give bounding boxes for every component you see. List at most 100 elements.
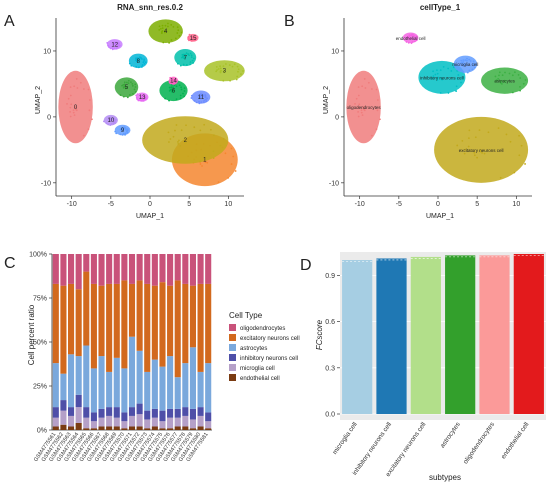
- stacked-bar-segment: [205, 283, 212, 364]
- stacked-bar-segment: [174, 280, 181, 378]
- legend-label: inhibitory neurons cell: [240, 356, 298, 362]
- stacked-bar-segment: [113, 407, 120, 418]
- umap-a-cell-point: [199, 129, 202, 132]
- umap-b-cell-point: [357, 94, 360, 97]
- umap-a-cell-point: [121, 133, 124, 136]
- umap-b-cell-point: [478, 129, 481, 132]
- umap-a-cell-point: [180, 31, 183, 34]
- umap-b-cell-point: [436, 79, 439, 81]
- umap-b-cell-point: [524, 79, 527, 81]
- legend-label: excitatory neurons cell: [240, 336, 300, 342]
- umap-b-cell-point: [375, 88, 378, 91]
- stacked-bar-segment: [159, 410, 166, 422]
- stacked-bar-segment: [197, 407, 204, 416]
- umap-a-cell-point: [204, 96, 207, 99]
- umap-a-cell-point: [193, 99, 196, 102]
- umap-a-cell-point: [175, 85, 178, 88]
- umap-a-cell-point: [134, 86, 137, 88]
- umap-a-cell-point: [183, 95, 186, 98]
- stacked-bar-segment: [136, 254, 143, 281]
- stacked-bar-segment: [60, 254, 67, 286]
- stacked-bar-segment: [121, 368, 128, 413]
- bar-panel-d: FCscore subtypes 0.0 0.3 0.6 0.9 microglia c…: [315, 252, 546, 482]
- umap-a-cell-point: [181, 53, 184, 56]
- umap-a-cell-point: [79, 81, 82, 84]
- stacked-bar-segment: [75, 356, 82, 395]
- stacked-bar-segment: [167, 428, 174, 430]
- panel-letter-c: C: [4, 255, 16, 272]
- umap-a-cell-point: [183, 87, 186, 90]
- umap-b-cell-point: [508, 72, 511, 75]
- stacked-bar-segment: [167, 254, 174, 286]
- stacked-bar-segment: [83, 428, 90, 430]
- stacked-bar-segment: [205, 363, 212, 413]
- stacked-bar-segment: [121, 428, 128, 430]
- stacked-bar-segment: [144, 419, 151, 429]
- umap-b-cell-point: [432, 75, 435, 78]
- stacked-bar-segment: [98, 408, 105, 418]
- umap-a-cell-point: [122, 132, 125, 135]
- umap-a-cell-point: [170, 39, 173, 41]
- umap-b-cell-point: [509, 140, 512, 143]
- stacked-bar-panel-c: Cell percent ratio 0%25%50%75%100%GSM477…: [27, 252, 300, 463]
- stacked-bar-segment: [98, 356, 105, 409]
- umap-a-cell-point: [144, 61, 147, 64]
- stacked-bar-segment: [174, 417, 181, 427]
- stacked-bar-segment: [90, 368, 97, 413]
- umap-b-title: cellType_1: [420, 3, 461, 12]
- stacked-bar-segment: [189, 254, 196, 286]
- umap-b-cell-point: [450, 70, 453, 72]
- umap-a-x-tick-label: 0: [148, 201, 152, 208]
- umap-a-cell-point: [204, 98, 207, 101]
- umap-a-cell-point: [143, 63, 146, 65]
- umap-a-cell-point: [170, 88, 173, 91]
- umap-a-cell-point: [131, 82, 134, 85]
- umap-a-cell-point: [126, 96, 129, 99]
- stacked-bar-segment: [106, 407, 113, 416]
- umap-a-cell-point: [212, 157, 215, 159]
- stacked-bar-segment: [68, 354, 75, 408]
- umap-b-cell-point: [411, 41, 414, 43]
- umap-a-cell-point: [158, 28, 161, 31]
- umap-b-cluster-label: excitatory neurons cell: [459, 148, 504, 153]
- umap-b-cell-point: [370, 134, 373, 137]
- stacked-bar-segment: [144, 283, 151, 372]
- umap-a-cell-point: [182, 92, 184, 95]
- bar-d-x-tick-label: oligodendrocytes: [462, 421, 496, 466]
- umap-b-cell-point: [431, 77, 434, 80]
- stacked-bar-segment: [52, 417, 59, 427]
- stacked-bar-segment: [75, 407, 82, 423]
- umap-a-cell-point: [130, 81, 132, 84]
- stacked-bar-segment: [75, 254, 82, 290]
- stacked-bar-segment: [90, 283, 97, 369]
- umap-a-cell-point: [179, 97, 182, 100]
- umap-a-cell-point: [119, 133, 122, 136]
- umap-a-cell-point: [115, 132, 118, 135]
- umap-a-cell-point: [112, 121, 115, 124]
- umap-a-cell-point: [188, 54, 190, 57]
- umap-a-x-tick-label: 10: [224, 201, 232, 208]
- stacked-bar-segment: [83, 254, 90, 272]
- bar-d-xlabel: subtypes: [429, 473, 461, 482]
- bar-d-y-tick-label: 0.3: [325, 365, 335, 372]
- umap-a-cell-point: [212, 150, 215, 153]
- umap-a-cell-point: [161, 30, 164, 32]
- umap-b-cell-point: [513, 71, 516, 74]
- umap-a-cell-point: [195, 101, 198, 104]
- umap-b-cell-point: [415, 39, 418, 42]
- umap-b-cell-point: [517, 74, 520, 76]
- umap-a-cell-point: [215, 70, 218, 73]
- umap-a-cluster-label: 15: [190, 36, 197, 42]
- bar-d-bar: [376, 258, 407, 414]
- legend-swatch: [229, 374, 236, 381]
- stacked-bar-segment: [167, 356, 174, 409]
- umap-b-cell-point: [462, 61, 465, 63]
- stacked-bar-segment: [182, 283, 189, 364]
- umap-a-cell-point: [125, 86, 127, 89]
- umap-a-cluster-label: 0: [74, 105, 78, 111]
- umap-a-cluster-label: 9: [121, 128, 125, 134]
- stacked-bar-segment: [60, 373, 67, 401]
- stacked-bar-segment: [121, 254, 128, 281]
- legend-label: endothelial cell: [240, 376, 280, 382]
- umap-a-cell-point: [235, 78, 238, 81]
